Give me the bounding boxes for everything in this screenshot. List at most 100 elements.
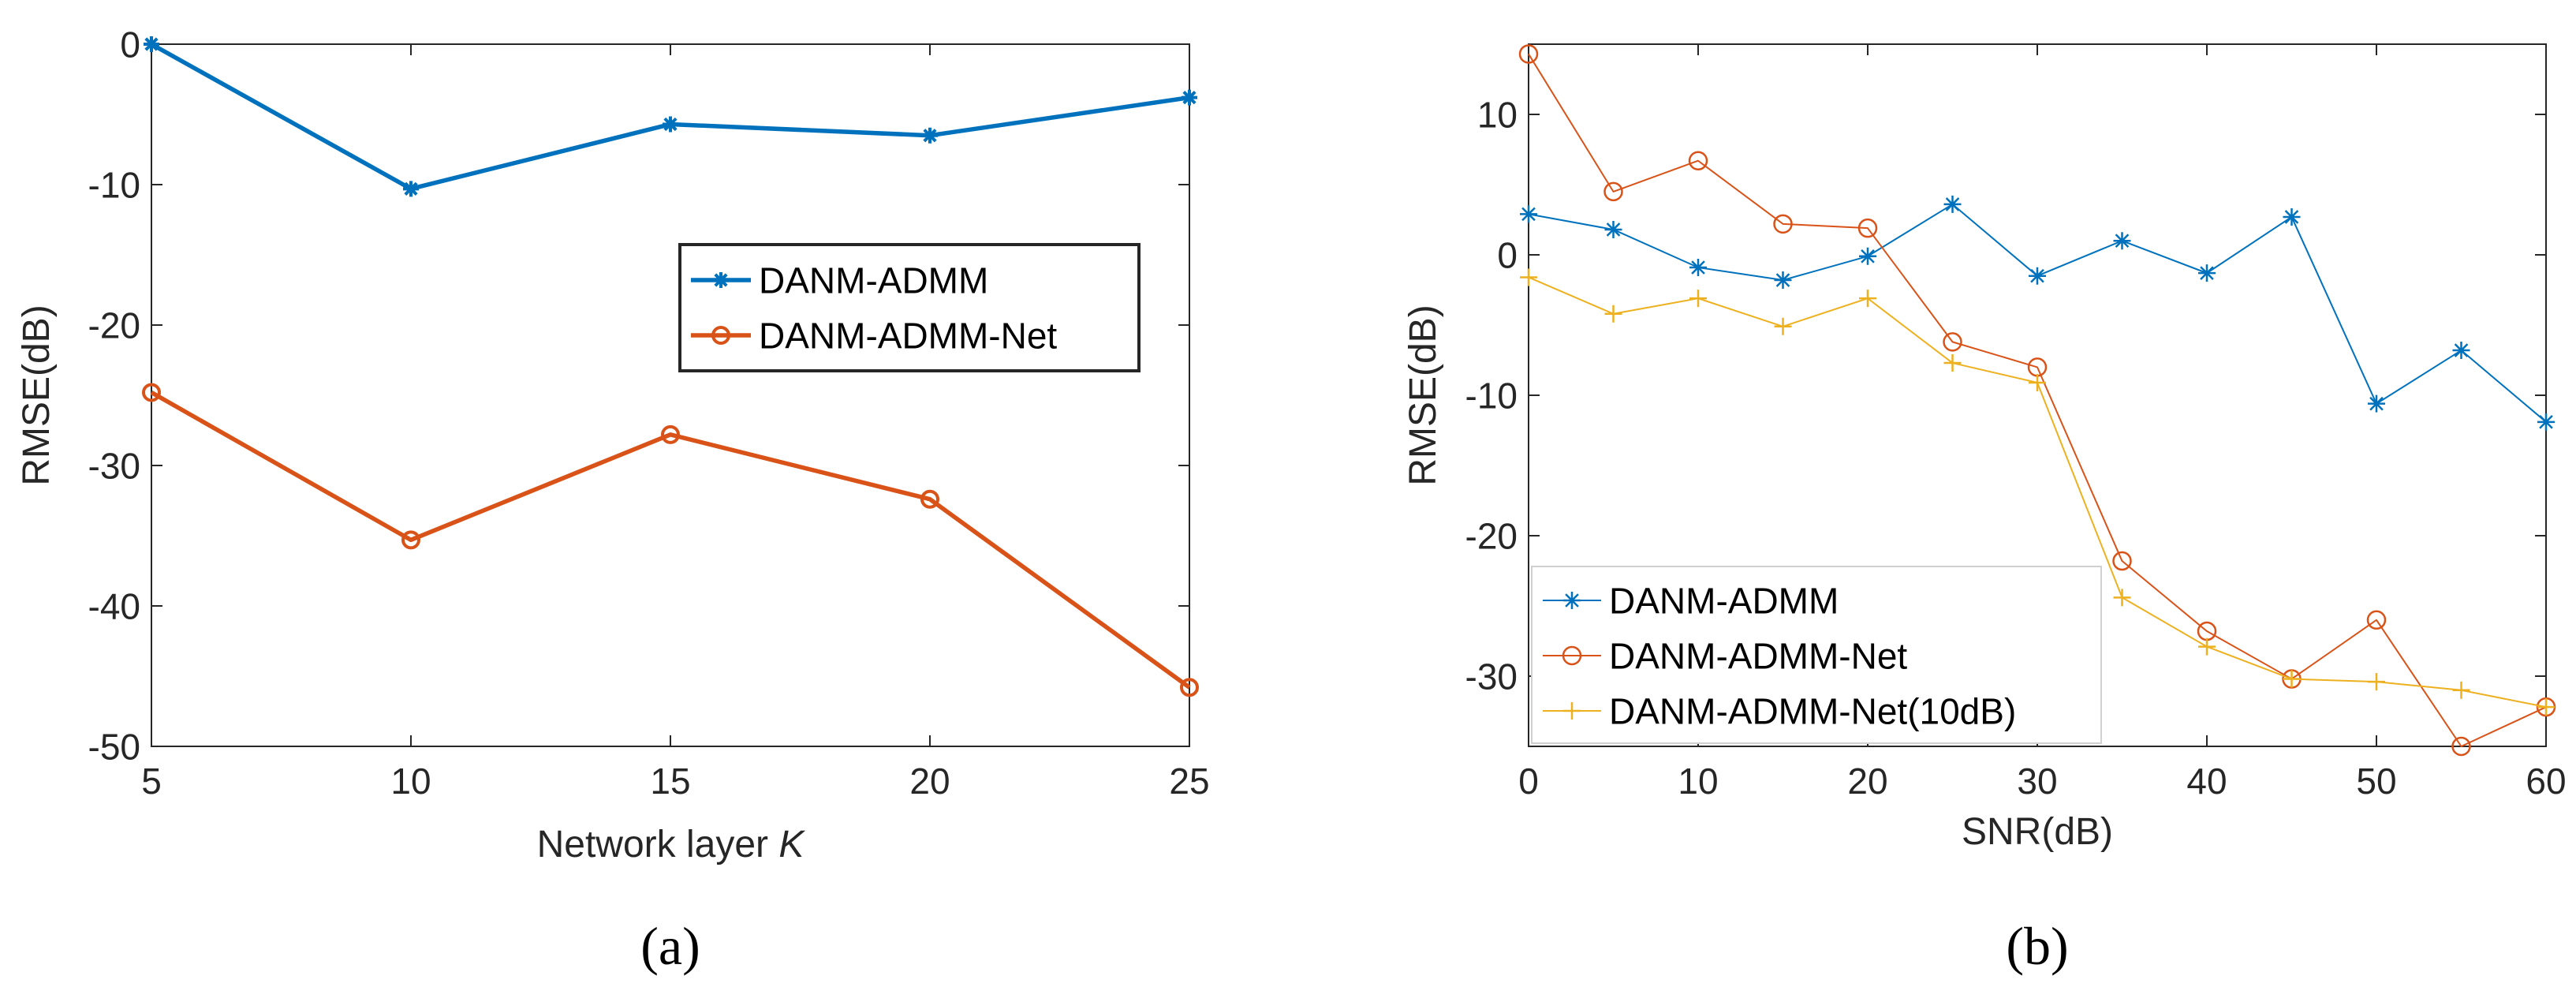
- data-point: [663, 116, 678, 133]
- legend-box: [1531, 566, 2102, 744]
- data-point: [1773, 214, 1793, 234]
- chart-panel-b: 0 10 20 30 40 50 60 -30 -20 -10 0 10 SNR(dB) RMSE(dB)…: [1402, 43, 2567, 976]
- data-point: [2198, 264, 2216, 282]
- legend-swatch-marker: [713, 272, 729, 288]
- data-point: [2113, 232, 2131, 250]
- data-point: [2537, 413, 2555, 431]
- data-point: [2451, 736, 2471, 757]
- x-axis-label: Network layer K: [537, 824, 806, 865]
- legend-swatch-marker: [1563, 592, 1581, 609]
- data-point: [2283, 207, 2301, 226]
- y-tick-label: -10: [88, 165, 140, 206]
- data-point: [1180, 678, 1199, 697]
- x-tick-label: 20: [909, 761, 950, 802]
- legend-entry-label: DANM-ADMM-Net: [1609, 636, 1907, 677]
- legend: DANM-ADMM DANM-ADMM-Net: [678, 243, 1141, 372]
- data-point: [1943, 195, 1962, 213]
- data-point: [1688, 151, 1708, 170]
- data-point: [1520, 205, 1537, 223]
- data-point: [2198, 637, 2216, 656]
- axes-box: [151, 43, 1190, 747]
- x-tick-label: 0: [1518, 761, 1539, 802]
- series-danm-admm: [1520, 195, 2555, 431]
- data-point: [2029, 267, 2046, 285]
- data-point: [1689, 290, 1707, 308]
- x-tick-label: 15: [650, 761, 690, 802]
- x-tick-label: 40: [2186, 761, 2227, 802]
- data-point: [1604, 220, 1622, 238]
- data-point: [1603, 181, 1623, 202]
- data-point: [920, 489, 939, 509]
- legend-box: [678, 243, 1141, 372]
- legend-entry-label: DANM-ADMM-Net: [759, 316, 1057, 357]
- series-danm-admm: [144, 36, 1197, 197]
- data-point: [2366, 610, 2387, 630]
- data-point: [1859, 290, 1876, 308]
- data-point: [1182, 89, 1197, 106]
- series-danm-admm-net-10db-: [1520, 268, 2555, 716]
- data-point: [1859, 247, 1876, 265]
- x-tick-label: 60: [2526, 761, 2566, 802]
- x-tick-label: 5: [141, 761, 162, 802]
- data-point: [1689, 259, 1707, 277]
- data-point: [1604, 305, 1622, 323]
- series-line: [150, 391, 1191, 690]
- legend-entry-label: DANM-ADMM-Net(10dB): [1609, 691, 2016, 732]
- data-point: [2368, 673, 2385, 691]
- legend-entry-label: DANM-ADMM: [1609, 581, 1839, 622]
- data-point: [2113, 589, 2131, 607]
- data-point: [2029, 373, 2046, 391]
- data-point: [661, 424, 680, 444]
- x-tick-label: 10: [1678, 761, 1718, 802]
- x-tick-label: 20: [1847, 761, 1887, 802]
- y-tick-label: -50: [88, 727, 140, 768]
- data-point: [1857, 218, 1878, 238]
- data-point: [403, 181, 419, 197]
- y-tick-label: -30: [1465, 656, 1518, 697]
- legend-swatch-marker: [711, 326, 730, 345]
- y-tick-label: 10: [1477, 95, 1518, 136]
- legend-entry-label: DANM-ADMM: [759, 260, 988, 301]
- legend-swatch-marker: [1562, 645, 1582, 666]
- y-tick-label: -40: [88, 586, 140, 627]
- x-axis-label: SNR(dB): [1962, 811, 2113, 853]
- data-point: [1774, 271, 1792, 290]
- series-danm-admm-net: [142, 383, 1199, 697]
- y-tick-label: -10: [1465, 376, 1518, 417]
- data-point: [2283, 670, 2301, 688]
- data-point: [2452, 342, 2470, 360]
- data-point: [144, 36, 159, 52]
- x-tick-label: 10: [390, 761, 431, 802]
- data-point: [1518, 44, 1539, 64]
- data-point: [2368, 394, 2385, 413]
- chart-panel-a: 5 10 15 20 25 -50 -40 -30 -20 -10 0 Network layer K…: [16, 24, 1210, 976]
- y-tick-label: 0: [1497, 235, 1518, 276]
- y-tick-label: 0: [120, 24, 140, 65]
- legend: DANM-ADMM DANM-ADMM-Net DANM-ADMM-Net(10dB…: [1531, 566, 2102, 744]
- y-axis-label: RMSE(dB): [16, 305, 58, 485]
- data-point: [401, 530, 420, 550]
- data-point: [142, 383, 161, 402]
- x-tick-label: 50: [2356, 761, 2396, 802]
- data-point: [1943, 354, 1962, 372]
- x-axis-label-variable: K: [768, 824, 805, 865]
- x-axis-label-text: Network layer: [537, 824, 768, 865]
- x-tick-label: 25: [1169, 761, 1209, 802]
- y-tick-label: -20: [88, 305, 140, 346]
- y-axis-label: RMSE(dB): [1402, 305, 1444, 485]
- data-point: [1774, 317, 1792, 335]
- panel-label: (a): [640, 916, 700, 976]
- data-point: [2537, 698, 2555, 716]
- x-axis-label-text: SNR(dB): [1962, 811, 2113, 853]
- data-point: [2112, 551, 2132, 571]
- data-point: [1520, 268, 1537, 286]
- x-tick-label: 30: [2017, 761, 2057, 802]
- series-line: [1528, 53, 2547, 747]
- data-point: [2452, 681, 2470, 699]
- data-point: [1943, 332, 1962, 352]
- y-tick-label: -30: [88, 446, 140, 487]
- panel-label: (b): [2006, 916, 2068, 976]
- y-tick-label: -20: [1465, 516, 1518, 557]
- data-point: [922, 127, 938, 144]
